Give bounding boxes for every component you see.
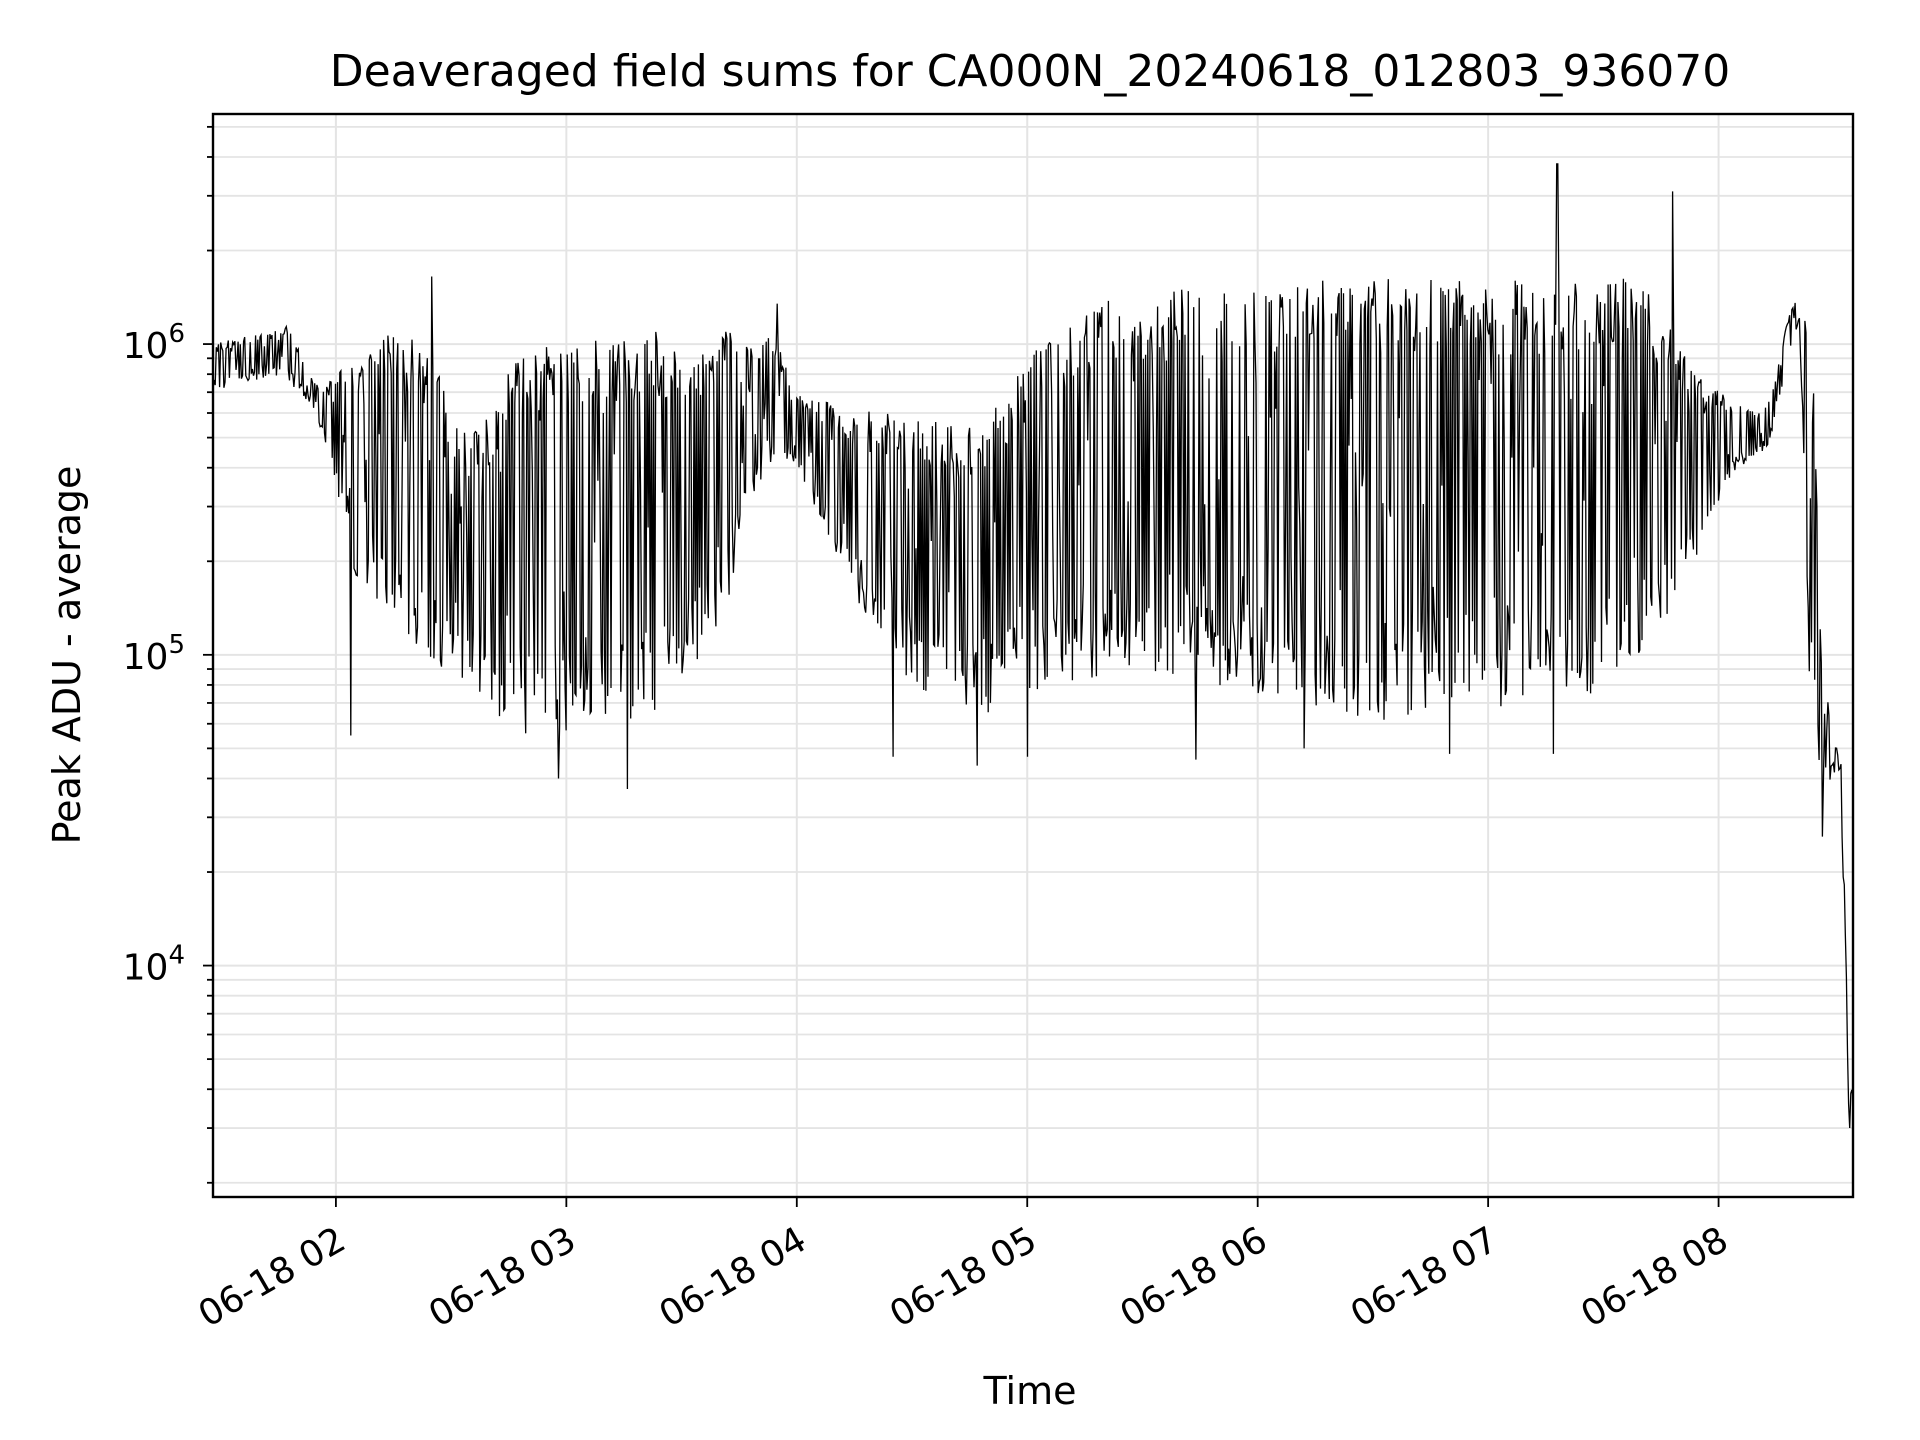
y-tick-label: 105 [123,630,185,678]
series-line [212,163,1854,1129]
data-layer [212,163,1854,1129]
chart-title: Deaveraged field sums for CA000N_2024061… [330,46,1731,97]
x-axis-label: Time [983,1369,1077,1413]
y-tick-label: 104 [123,941,185,989]
y-tick-label: 106 [123,319,185,367]
grid-layer [213,114,1853,1197]
y-axis-label: Peak ADU - average [45,466,89,845]
